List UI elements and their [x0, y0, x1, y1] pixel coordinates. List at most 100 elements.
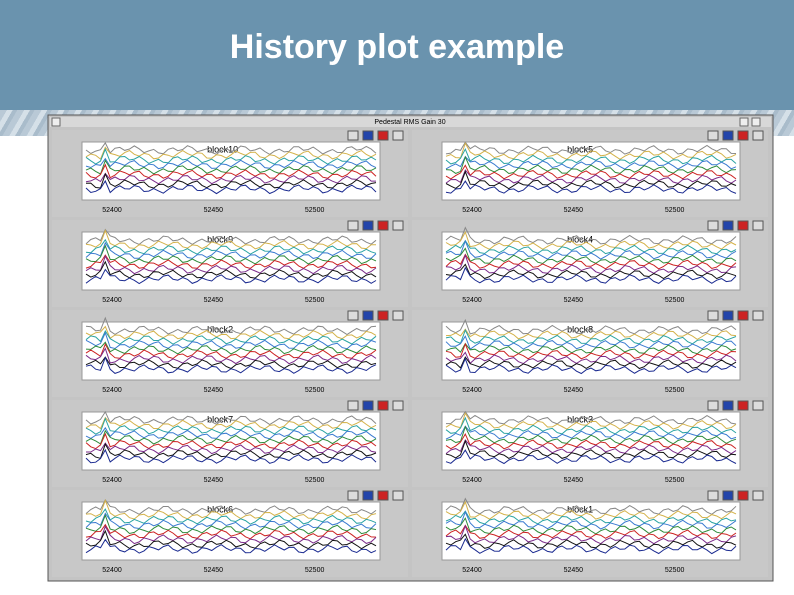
toolbar-button[interactable] — [752, 490, 764, 501]
toolbar-button[interactable] — [362, 220, 374, 231]
trace — [445, 510, 737, 530]
toolbar-button[interactable] — [347, 130, 359, 141]
window-button[interactable] — [739, 117, 749, 127]
toolbar-button[interactable] — [722, 310, 734, 321]
toolbar-button[interactable] — [362, 400, 374, 411]
trace — [445, 439, 737, 455]
toolbar-button[interactable] — [362, 490, 374, 501]
toolbar-button[interactable] — [752, 130, 764, 141]
trace — [85, 341, 377, 355]
trace — [445, 533, 737, 549]
toolbar-button[interactable] — [377, 220, 389, 231]
trace — [445, 253, 737, 270]
trace — [85, 238, 377, 255]
panel-label: block8 — [567, 324, 593, 334]
toolbar-button[interactable] — [392, 220, 404, 231]
window-button[interactable] — [751, 117, 761, 127]
window-titlebar — [50, 117, 771, 127]
trace — [85, 325, 377, 340]
toolbar-button[interactable] — [392, 130, 404, 141]
trace — [85, 229, 376, 250]
trace — [445, 497, 737, 515]
toolbar-button[interactable] — [347, 220, 359, 231]
x-tick-label: 52500 — [665, 207, 685, 214]
trace — [85, 260, 377, 279]
trace — [445, 155, 737, 170]
x-tick-label: 52400 — [462, 387, 482, 394]
x-tick-label: 52450 — [204, 567, 224, 574]
trace — [85, 228, 377, 245]
toolbar-button[interactable] — [722, 400, 734, 411]
x-tick-label: 52400 — [102, 207, 122, 214]
toolbar-button[interactable] — [347, 310, 359, 321]
trace — [85, 416, 377, 430]
trace — [85, 429, 377, 445]
trace — [85, 538, 377, 554]
trace — [445, 226, 737, 245]
toolbar-button[interactable] — [392, 490, 404, 501]
toolbar-button[interactable] — [722, 490, 734, 501]
toolbar-button[interactable] — [377, 400, 389, 411]
toolbar-button[interactable] — [362, 310, 374, 321]
toolbar-button[interactable] — [737, 220, 749, 231]
trace — [445, 416, 737, 435]
trace — [445, 410, 737, 425]
trace — [86, 442, 377, 455]
trace — [85, 331, 377, 350]
x-tick-label: 52400 — [102, 567, 122, 574]
x-tick-label: 52500 — [305, 297, 325, 304]
trace — [445, 537, 737, 555]
toolbar-button[interactable] — [377, 490, 389, 501]
toolbar-button[interactable] — [722, 220, 734, 231]
toolbar-button[interactable] — [737, 490, 749, 501]
trace — [85, 442, 377, 460]
toolbar-button[interactable] — [707, 130, 719, 141]
x-tick-label: 52400 — [462, 207, 482, 214]
toolbar-button[interactable] — [737, 130, 749, 141]
x-tick-label: 52400 — [102, 297, 122, 304]
toolbar-button[interactable] — [722, 130, 734, 141]
toolbar-button[interactable] — [362, 130, 374, 141]
toolbar-button[interactable] — [707, 490, 719, 501]
panel-label: block7 — [207, 414, 233, 424]
toolbar-button[interactable] — [752, 400, 764, 411]
window-button[interactable] — [51, 117, 61, 127]
x-tick-label: 52450 — [564, 207, 584, 214]
x-tick-label: 52500 — [305, 387, 325, 394]
toolbar-button[interactable] — [707, 220, 719, 231]
trace — [85, 410, 377, 426]
x-tick-label: 52400 — [102, 477, 122, 484]
toolbar-button[interactable] — [707, 400, 719, 411]
trace — [445, 170, 737, 190]
x-tick-label: 52500 — [665, 477, 685, 484]
trace — [85, 525, 377, 545]
toolbar-button[interactable] — [377, 310, 389, 321]
toolbar-button[interactable] — [377, 130, 389, 141]
trace — [445, 449, 737, 465]
trace — [445, 266, 737, 284]
toolbar-button[interactable] — [392, 310, 404, 321]
x-tick-label: 52400 — [462, 297, 482, 304]
trace — [445, 351, 737, 365]
trace — [85, 241, 377, 259]
toolbar-button[interactable] — [347, 490, 359, 501]
toolbar-button[interactable] — [752, 220, 764, 231]
toolbar-button[interactable] — [737, 310, 749, 321]
toolbar-button[interactable] — [737, 400, 749, 411]
trace — [445, 439, 737, 459]
panel-label: block9 — [207, 234, 233, 244]
toolbar-button[interactable] — [392, 400, 404, 411]
x-tick-label: 52400 — [462, 567, 482, 574]
trace — [445, 141, 737, 160]
x-tick-label: 52450 — [204, 297, 224, 304]
trace — [85, 523, 377, 540]
toolbar-button[interactable] — [347, 400, 359, 411]
trace — [445, 524, 737, 540]
trace — [85, 512, 377, 530]
x-tick-label: 52500 — [305, 207, 325, 214]
x-tick-label: 52400 — [462, 477, 482, 484]
toolbar-button[interactable] — [752, 310, 764, 321]
toolbar-button[interactable] — [707, 310, 719, 321]
trace — [445, 517, 737, 535]
